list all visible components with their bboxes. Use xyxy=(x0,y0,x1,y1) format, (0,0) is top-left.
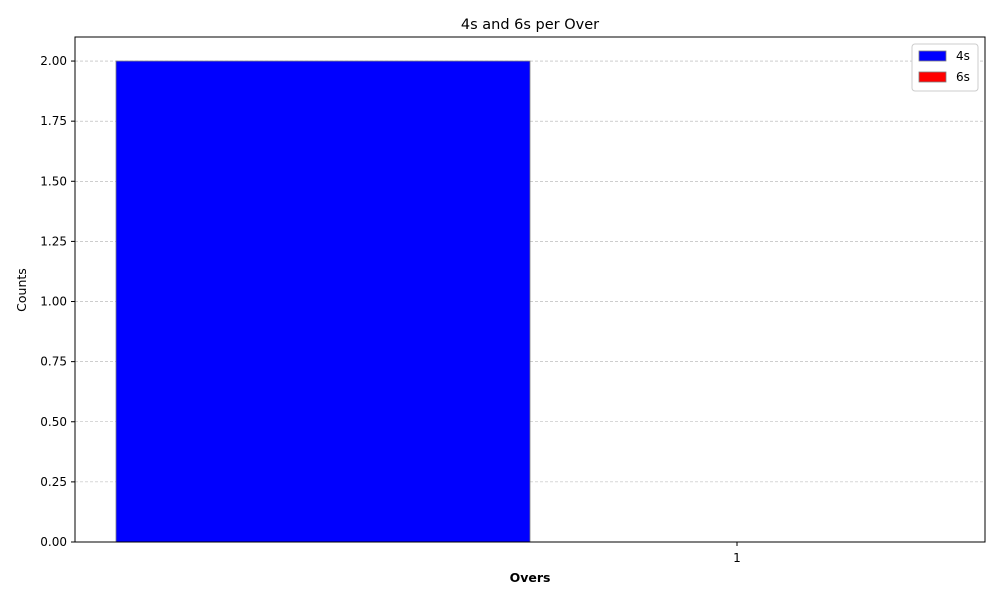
y-tick-label: 2.00 xyxy=(40,54,67,68)
y-tick-label: 1.50 xyxy=(40,174,67,188)
y-tick-label: 0.75 xyxy=(40,355,67,369)
legend-swatch-4s xyxy=(918,50,947,62)
legend-label-4s: 4s xyxy=(956,49,970,63)
chart-title: 4s and 6s per Over xyxy=(461,17,599,33)
x-axis-ticks: 1 xyxy=(733,542,741,565)
y-tick-label: 0.25 xyxy=(40,475,67,489)
y-tick-label: 1.75 xyxy=(40,114,67,128)
bars xyxy=(115,60,531,543)
plot-frame xyxy=(74,36,986,543)
y-axis-label: Counts xyxy=(14,268,29,312)
legend-label-6s: 6s xyxy=(956,70,970,84)
y-tick-label: 1.25 xyxy=(40,234,67,248)
bar-4s-1 xyxy=(115,60,531,543)
y-tick-label: 1.00 xyxy=(40,295,67,309)
legend: 4s 6s xyxy=(911,43,979,92)
y-tick-label: 0.50 xyxy=(40,415,67,429)
legend-swatch-6s xyxy=(918,71,947,83)
y-axis-ticks: 0.00 0.25 0.50 0.75 1.00 1.25 1.50 1.75 2.00 xyxy=(40,54,75,549)
x-axis-label: Overs xyxy=(510,570,551,585)
y-tick-label: 0.00 xyxy=(40,535,67,549)
x-tick-label: 1 xyxy=(733,551,741,565)
